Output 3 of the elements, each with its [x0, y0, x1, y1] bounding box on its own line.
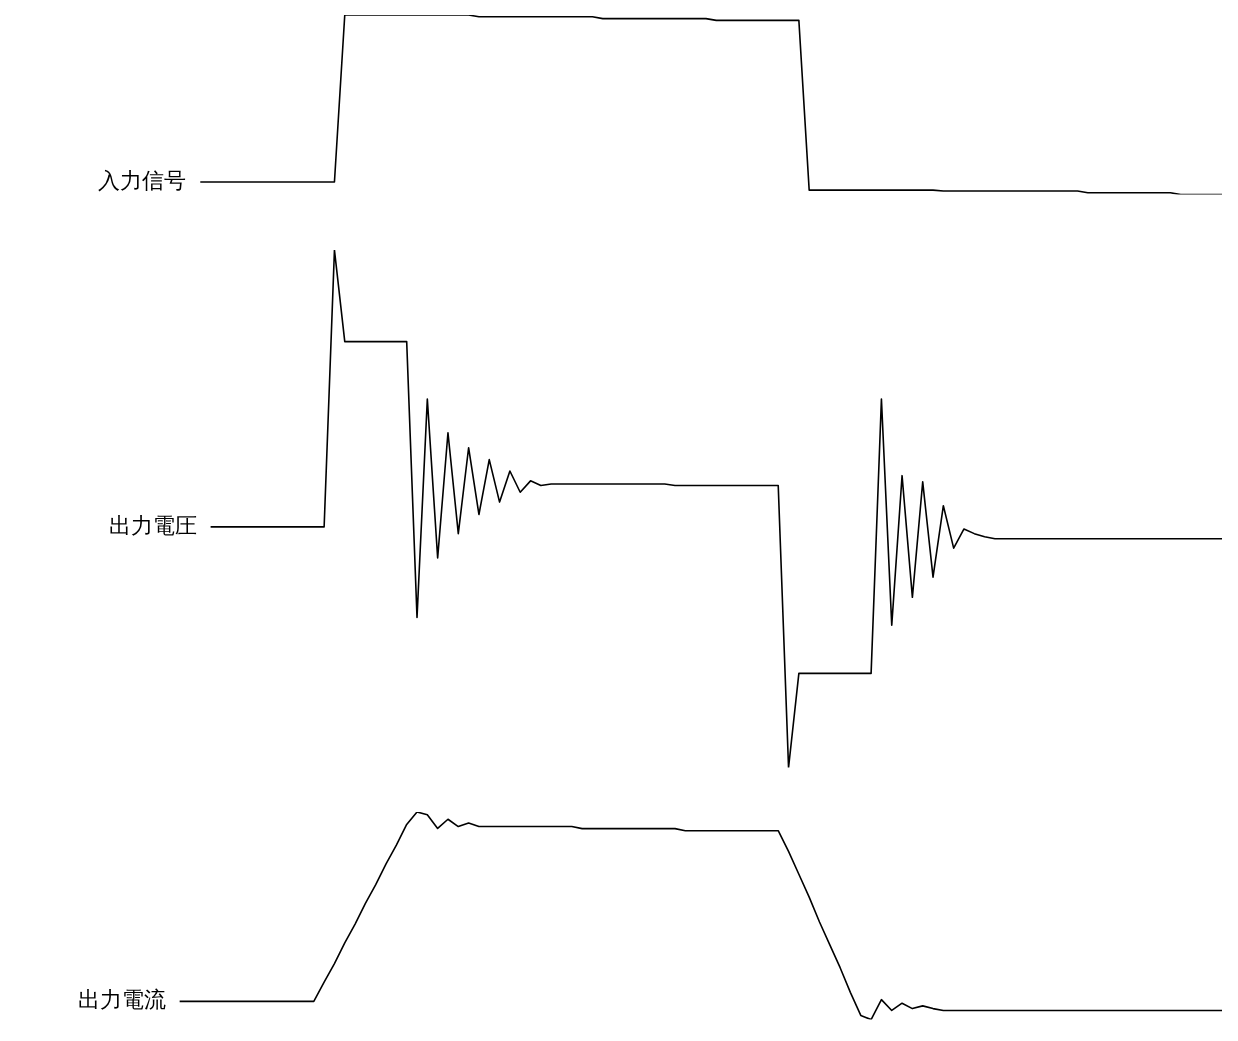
series-label: 入力信号 — [98, 167, 187, 193]
series-label: 出力電流 — [77, 987, 166, 1013]
series-label: 出力電圧 — [108, 512, 197, 538]
